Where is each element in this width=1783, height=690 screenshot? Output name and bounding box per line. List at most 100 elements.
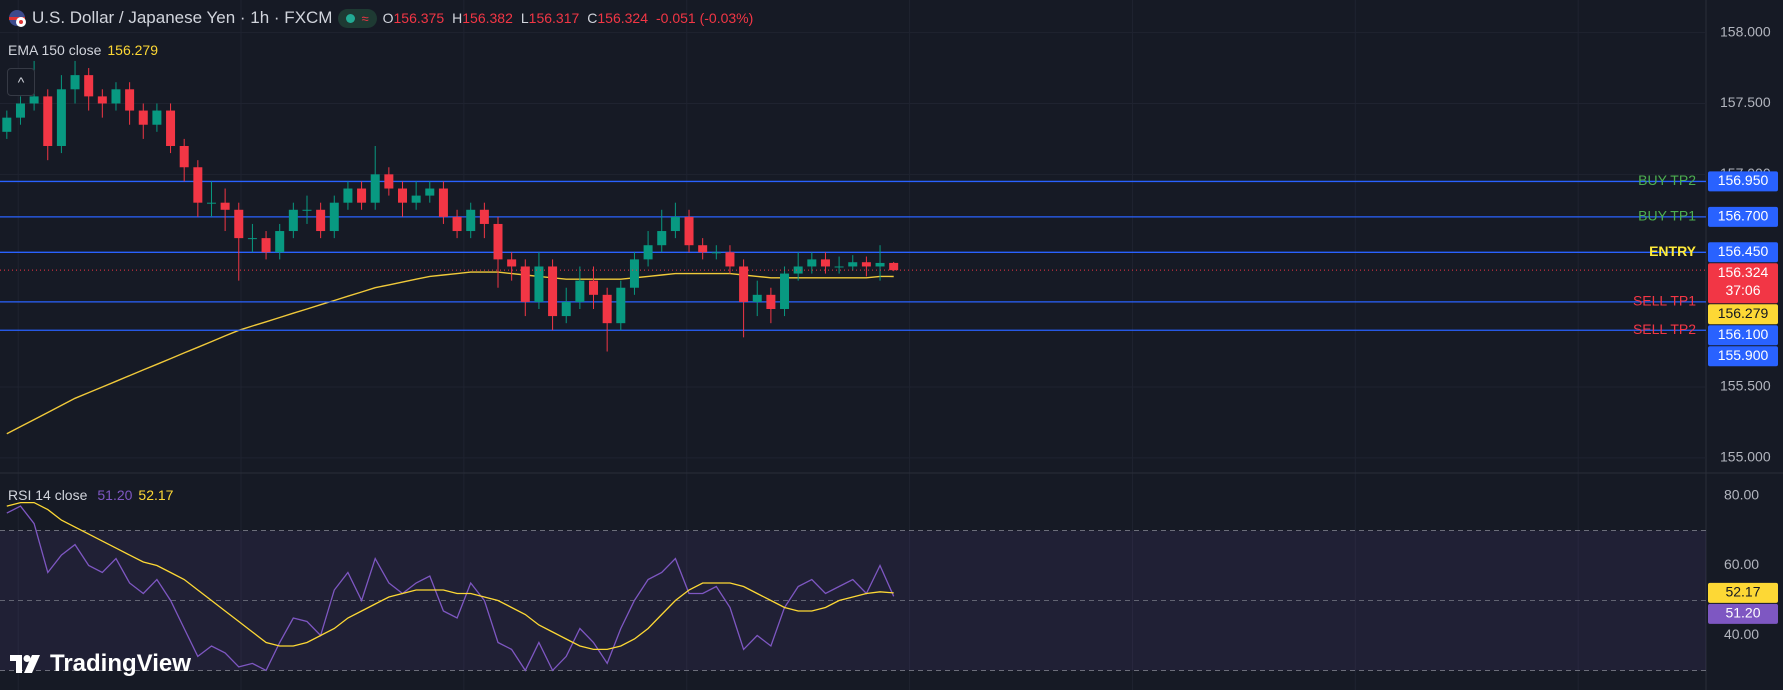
y-tick-label: 155.000 <box>1720 449 1771 465</box>
level-name: SELL TP1 <box>1633 293 1696 309</box>
candle-body <box>684 216 694 246</box>
axis-label-box <box>1708 263 1778 304</box>
y-tick-label: 158.000 <box>1720 23 1771 39</box>
candle-body <box>56 89 66 146</box>
candle-body <box>193 167 203 203</box>
candle-body <box>343 188 353 203</box>
level-price-label: 156.100 <box>1718 326 1769 342</box>
candle-body <box>138 110 148 125</box>
high-label: H <box>452 10 463 26</box>
rsi-line <box>6 501 894 651</box>
collapse-button[interactable]: ^ <box>7 68 35 96</box>
y-tick-label: 157.500 <box>1720 94 1771 110</box>
candle-body <box>670 216 680 232</box>
candle-body <box>2 117 12 132</box>
level-name: ENTRY <box>1649 243 1697 259</box>
level-price-label: 156.700 <box>1718 208 1769 224</box>
candle-body <box>711 252 721 254</box>
close-value: 156.324 <box>597 10 648 26</box>
candle-body <box>357 188 367 203</box>
candle-body <box>247 238 257 240</box>
candle-body <box>643 245 653 260</box>
candle-body <box>725 252 735 267</box>
candle-body <box>520 266 530 302</box>
level-price-label: 156.450 <box>1718 243 1769 259</box>
candle-body <box>793 266 803 274</box>
candle-body <box>411 195 421 203</box>
candle-body <box>548 266 558 317</box>
level-price-label: 155.900 <box>1718 347 1769 363</box>
open-value: 156.375 <box>393 10 445 26</box>
header-legend: U.S. Dollar / Japanese Yen · 1h · FXCM ≈… <box>8 8 753 28</box>
candle-body <box>616 287 626 324</box>
candle-body <box>807 259 817 267</box>
y-tick-label: 155.500 <box>1720 378 1771 394</box>
close-label: C <box>587 10 598 26</box>
candle-body <box>493 223 503 260</box>
candle-body <box>152 110 162 125</box>
rsi-value: 51.20 <box>97 487 133 503</box>
axis-label-box <box>1708 582 1778 603</box>
rsi-value-label: 52.17 <box>1725 584 1760 600</box>
candle-body <box>166 110 176 146</box>
candle-body <box>889 262 899 271</box>
candle-body <box>875 262 885 267</box>
candle-body <box>397 188 407 203</box>
level-price-label: 156.950 <box>1718 172 1769 188</box>
level-name: BUY TP2 <box>1638 172 1696 188</box>
y-tick-label: 60.00 <box>1724 556 1759 572</box>
candle-body <box>125 89 135 111</box>
candle-body <box>220 202 230 210</box>
candle-body <box>479 209 489 224</box>
candle-body <box>70 75 80 90</box>
candle-body <box>111 89 121 104</box>
axis-label-box <box>1708 206 1778 227</box>
candle-body <box>370 174 380 203</box>
high-value: 156.382 <box>462 10 513 26</box>
rsi-legend: RSI 14 close 51.20 52.17 <box>8 487 173 503</box>
countdown-label: 37:06 <box>1725 282 1760 298</box>
candle-body <box>561 301 571 317</box>
low-value: 156.317 <box>528 10 580 26</box>
candle-body <box>766 294 776 309</box>
candle-body <box>657 231 667 246</box>
rsi-band <box>0 530 1706 671</box>
candle-body <box>589 280 599 295</box>
symbol-title: U.S. Dollar / Japanese Yen · 1h · FXCM <box>32 8 333 27</box>
flag-icon <box>9 10 26 27</box>
axis-label-box <box>1708 304 1778 325</box>
candle-body <box>261 238 271 253</box>
level-name: BUY TP1 <box>1638 208 1696 224</box>
candle-body <box>43 96 53 146</box>
level-name: SELL TP2 <box>1633 321 1696 337</box>
candle-body <box>602 294 612 324</box>
market-status[interactable]: ≈ <box>338 8 377 28</box>
candle-body <box>302 209 312 211</box>
low-label: L <box>520 10 529 26</box>
candle-body <box>466 209 476 232</box>
rsi-line <box>6 505 895 672</box>
candle-body <box>739 266 749 302</box>
candle-body <box>288 209 298 232</box>
rsi-value-label: 51.20 <box>1725 605 1760 621</box>
candle-body <box>534 266 544 302</box>
axis-label-box <box>1708 325 1778 346</box>
candle-body <box>15 103 25 118</box>
candle-body <box>29 96 39 104</box>
candle-body <box>820 259 830 267</box>
candle-body <box>575 280 585 302</box>
ema-name: EMA 150 close <box>8 42 102 58</box>
branding-logo: TradingView <box>10 650 191 678</box>
candle-body <box>438 188 448 217</box>
candle-body <box>780 273 790 309</box>
axis-label-box <box>1708 242 1778 263</box>
candle-body <box>97 96 107 104</box>
ema-value: 156.279 <box>107 42 158 58</box>
change-value: -0.051 (-0.03%) <box>656 10 754 26</box>
candle-body <box>861 262 871 267</box>
candle-body <box>507 259 517 267</box>
y-tick-label: 80.00 <box>1724 486 1759 502</box>
ohlc-legend: O 156.375 H 156.382 L 156.317 C 156.324 -0.0… <box>383 10 754 26</box>
